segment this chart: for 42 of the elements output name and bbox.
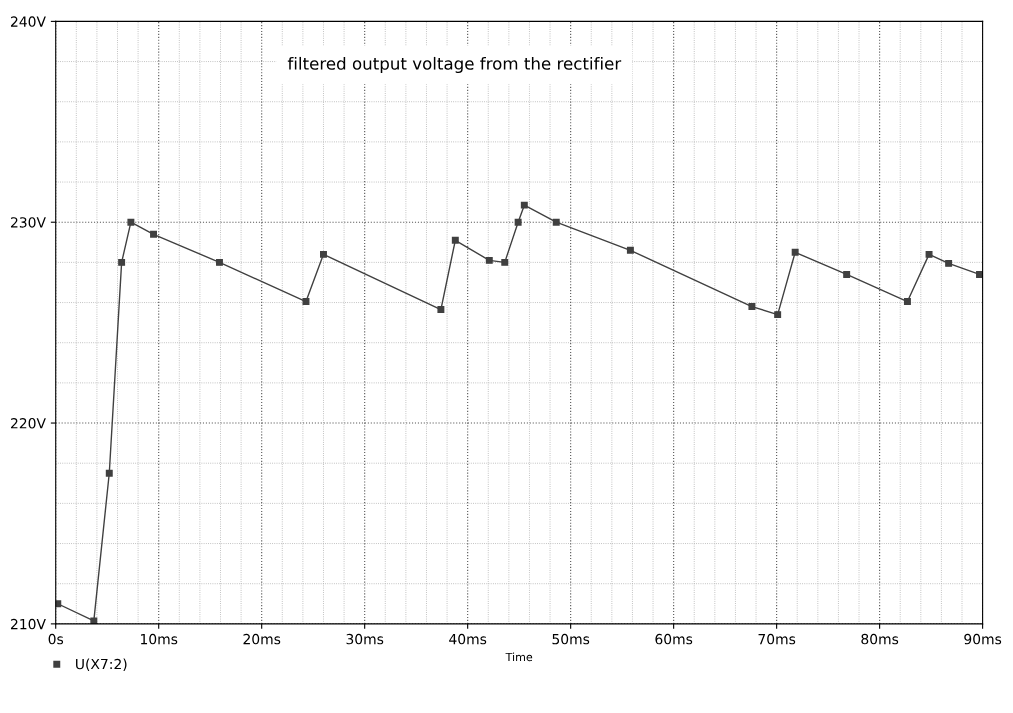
point — [451, 236, 459, 244]
x-tick-label: 50ms — [552, 633, 590, 645]
legend-label: U(X7:2) — [76, 658, 127, 671]
x-tick-label: 20ms — [243, 633, 281, 645]
point — [150, 230, 158, 238]
point — [118, 258, 126, 266]
point — [626, 246, 634, 254]
x-tick-label: 0s — [48, 633, 64, 645]
point — [501, 258, 509, 266]
y-tick-label: 240V — [11, 16, 46, 27]
x-tick-label: 90ms — [964, 633, 1002, 645]
point — [90, 617, 98, 624]
y-tick-label: 220V — [11, 418, 46, 429]
point — [215, 258, 223, 266]
point — [843, 270, 851, 278]
x-tick-label: 70ms — [758, 633, 796, 645]
x-tick-label: 60ms — [655, 633, 693, 645]
point — [127, 218, 135, 226]
point — [945, 259, 953, 267]
y-tick-label: 210V — [11, 618, 46, 630]
point — [514, 218, 522, 226]
point — [748, 303, 756, 311]
x-tick-label: 30ms — [346, 633, 384, 645]
point — [791, 248, 799, 256]
point — [925, 250, 933, 258]
point — [976, 270, 983, 278]
point — [485, 256, 493, 264]
point — [55, 600, 62, 608]
x-tick-label: 80ms — [861, 633, 899, 645]
annotation: filtered output voltage from the rectifier — [287, 56, 622, 74]
x-tick-label: 40ms — [449, 633, 487, 645]
point — [520, 201, 528, 209]
x-tick-label: 10ms — [141, 633, 178, 645]
point — [105, 469, 113, 477]
x-axis-title: Time — [505, 652, 533, 662]
point — [437, 306, 445, 314]
y-tick-label: 230V — [11, 217, 46, 228]
point — [774, 311, 782, 319]
point — [320, 250, 327, 258]
point — [903, 298, 911, 306]
point — [552, 218, 560, 226]
point — [302, 298, 310, 306]
